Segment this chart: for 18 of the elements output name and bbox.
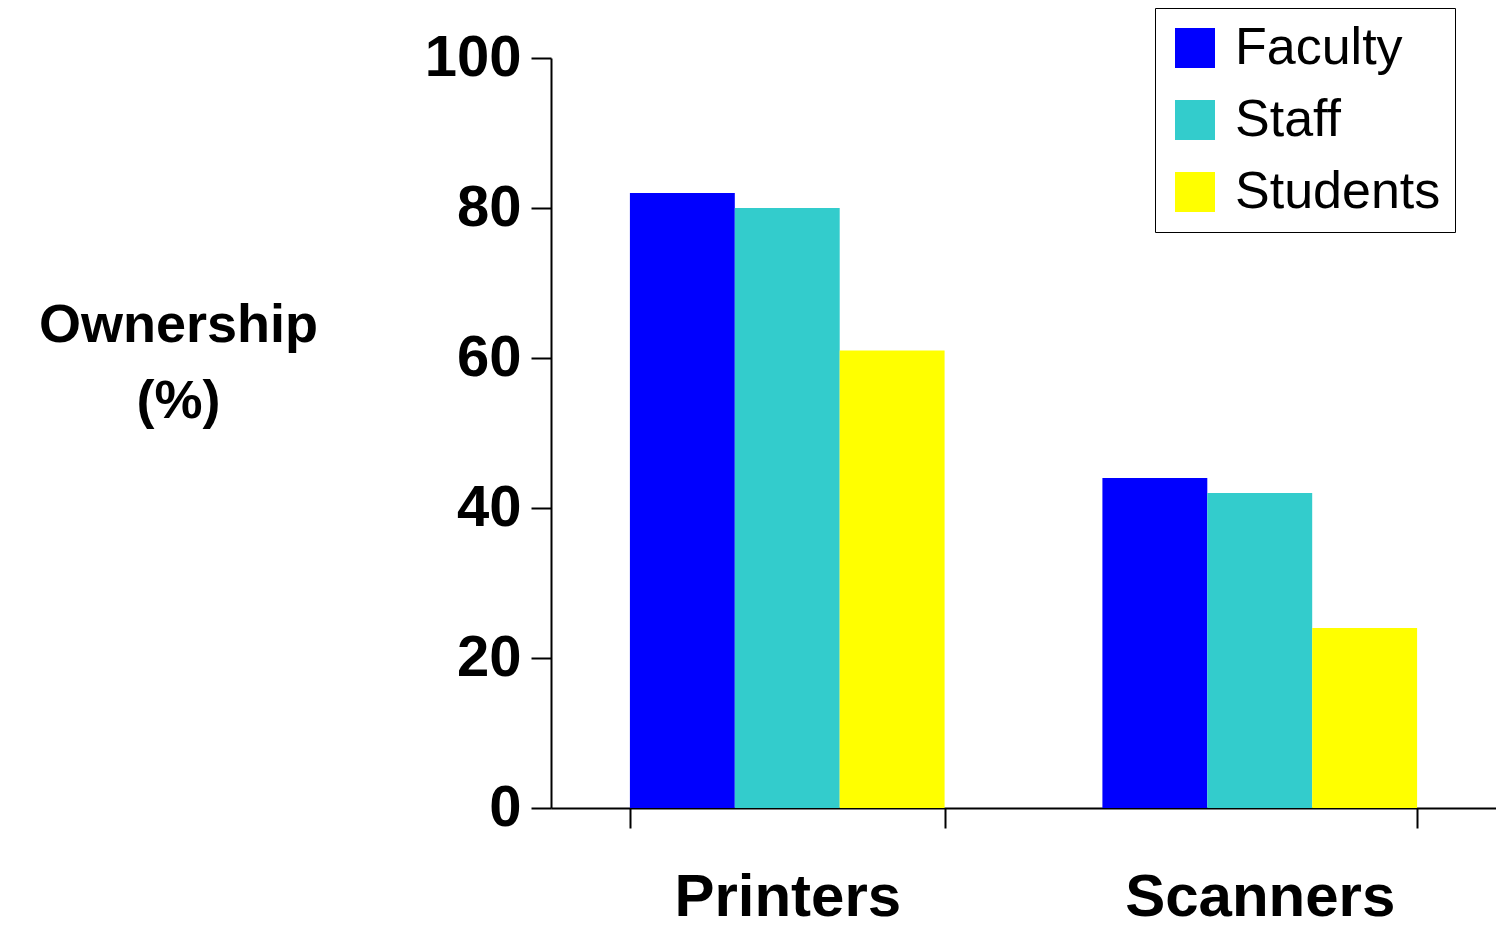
legend-label: Students bbox=[1235, 161, 1441, 219]
x-tick-label: Scanners bbox=[1125, 861, 1396, 929]
y-tick-label: 20 bbox=[456, 622, 522, 688]
y-axis-title: Ownership (%) bbox=[38, 292, 319, 429]
legend-label: Faculty bbox=[1235, 17, 1403, 75]
bar bbox=[1207, 493, 1313, 808]
x-tick-label: Printers bbox=[674, 861, 902, 929]
bar bbox=[839, 350, 945, 808]
bar bbox=[629, 193, 735, 808]
bar bbox=[1102, 478, 1208, 808]
bar bbox=[1312, 628, 1418, 808]
legend-label: Staff bbox=[1235, 89, 1342, 147]
y-tick-label: 80 bbox=[456, 172, 522, 238]
y-tick-label: 40 bbox=[456, 472, 522, 538]
y-tick-label: 60 bbox=[456, 322, 522, 388]
bar bbox=[734, 208, 840, 808]
y-tick-label: 0 bbox=[489, 772, 522, 838]
y-tick-label: 100 bbox=[424, 22, 522, 88]
